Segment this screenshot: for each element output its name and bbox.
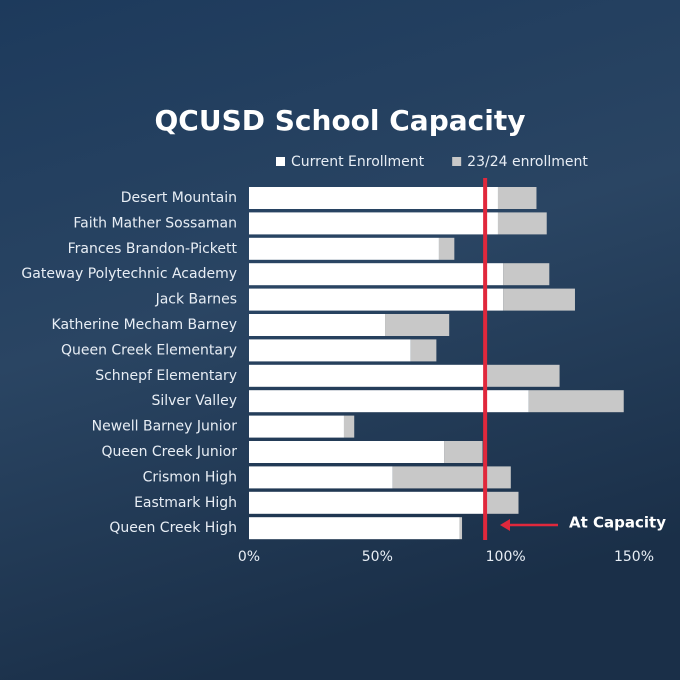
- y-tick-label: Katherine Mecham Barney: [52, 317, 237, 333]
- x-tick-label: 50%: [362, 549, 393, 565]
- y-tick-label: Newell Barney Junior: [92, 419, 238, 435]
- y-tick-label: Jack Barnes: [155, 292, 237, 308]
- bar: [385, 314, 450, 336]
- x-tick-label: 100%: [486, 549, 526, 565]
- bar: [249, 314, 386, 336]
- bar: [392, 466, 511, 489]
- legend-label: 23/24 enrollment: [467, 154, 588, 170]
- y-tick-label: Gateway Polytechnic Academy: [21, 266, 237, 282]
- bar: [249, 263, 504, 286]
- bar: [444, 441, 483, 463]
- bar: [249, 390, 529, 413]
- legend-label: Current Enrollment: [291, 154, 425, 170]
- bar: [528, 390, 624, 413]
- bar: [497, 187, 537, 209]
- bar: [503, 263, 550, 286]
- bar: [487, 364, 560, 387]
- bar: [249, 517, 460, 540]
- y-tick-label: Queen Creek Junior: [101, 444, 237, 460]
- legend-swatch: [452, 157, 462, 166]
- bar: [410, 339, 437, 362]
- y-tick-label: Schnepf Elementary: [95, 368, 237, 384]
- legend-swatch: [276, 157, 285, 166]
- y-tick-label: Frances Brandon-Pickett: [68, 241, 238, 257]
- bar: [249, 364, 488, 387]
- bar: [249, 288, 504, 311]
- bar: [503, 288, 575, 311]
- bar: [497, 212, 547, 235]
- bar: [438, 237, 455, 260]
- y-tick-label: Queen Creek High: [109, 520, 237, 536]
- bar: [249, 466, 393, 489]
- y-tick-label: Queen Creek Elementary: [61, 342, 237, 358]
- bar: [249, 187, 498, 209]
- x-tick-label: 0%: [238, 549, 260, 565]
- y-tick-label: Crismon High: [143, 469, 237, 485]
- bar: [487, 491, 519, 514]
- arrow-head: [500, 519, 510, 531]
- y-tick-label: Desert Mountain: [121, 190, 237, 206]
- y-tick-label: Silver Valley: [151, 393, 237, 409]
- bar: [249, 415, 344, 438]
- bar: [249, 339, 411, 362]
- y-tick-label: Faith Mather Sossaman: [73, 215, 237, 231]
- bar: [459, 517, 463, 540]
- chart-title: QCUSD School Capacity: [155, 104, 526, 137]
- y-tick-label: Eastmark High: [134, 495, 237, 511]
- bar: [249, 491, 488, 514]
- x-tick-label: 150%: [614, 549, 654, 565]
- bar: [343, 415, 355, 438]
- bar: [249, 237, 439, 260]
- bar: [249, 212, 498, 235]
- bar: [249, 441, 445, 463]
- annotation: At Capacity: [569, 514, 666, 532]
